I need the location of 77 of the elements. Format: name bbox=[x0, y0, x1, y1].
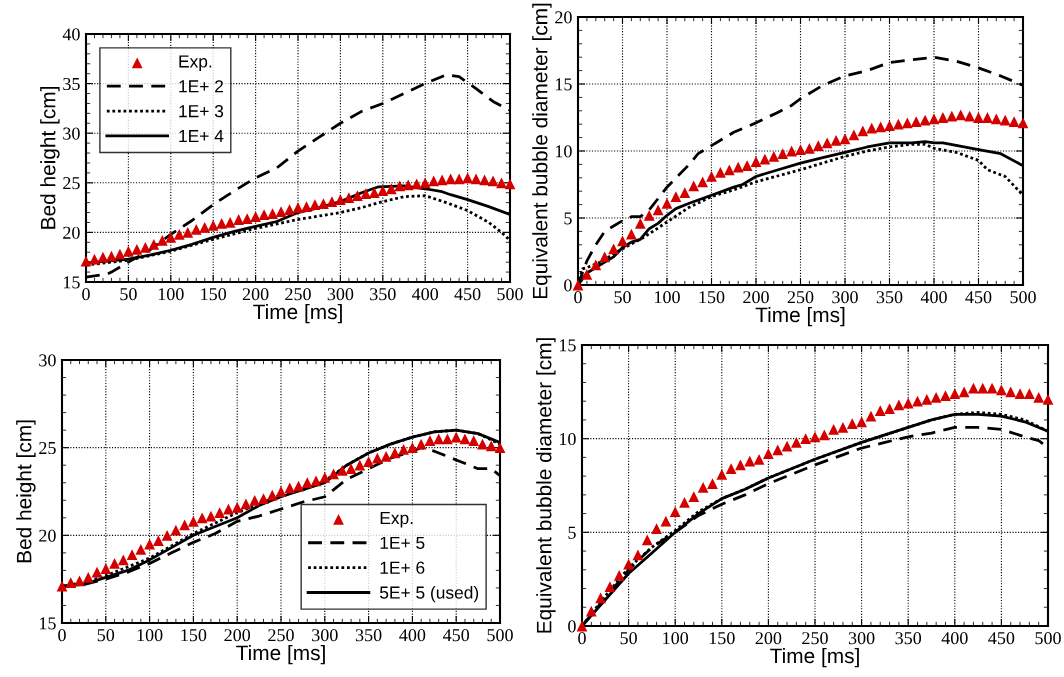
x-tick-label: 250 bbox=[802, 632, 828, 645]
x-tick-label: 250 bbox=[285, 288, 311, 301]
x-tick-label: 350 bbox=[355, 629, 382, 642]
x-tick-label: 400 bbox=[941, 632, 968, 645]
x-tick-label: 50 bbox=[120, 288, 137, 301]
y-axis-title: Equivalent bubble diameter [cm] bbox=[536, 338, 556, 633]
y-axis-title: Bed height [cm] bbox=[16, 420, 36, 563]
y-tick-label: 35 bbox=[63, 77, 80, 91]
legend-label: Exp. bbox=[179, 55, 212, 72]
y-tick-label: 20 bbox=[39, 529, 56, 542]
y-tick-label: 15 bbox=[63, 276, 80, 289]
legend-label: 1E+ 6 bbox=[380, 561, 425, 574]
y-tick-label: 25 bbox=[63, 177, 80, 190]
x-tick-label: 150 bbox=[201, 288, 227, 301]
x-axis-title: Time [ms] bbox=[770, 647, 859, 668]
legend-label: 1E+ 4 bbox=[179, 130, 224, 143]
x-tick-label: 0 bbox=[82, 288, 90, 301]
x-tick-label: 500 bbox=[1010, 291, 1036, 304]
y-tick-label: 0 bbox=[564, 279, 572, 292]
x-tick-label: 100 bbox=[655, 291, 680, 304]
y-axis-title: Equivalent bubble diameter [cm] bbox=[532, 3, 552, 299]
legend-label: Exp. bbox=[380, 512, 413, 528]
x-tick-label: 400 bbox=[920, 291, 947, 304]
x-axis-title: Time [ms] bbox=[236, 644, 325, 665]
x-tick-label: 300 bbox=[327, 288, 354, 301]
x-tick-label: 300 bbox=[312, 629, 338, 642]
x-tick-label: 450 bbox=[965, 291, 992, 304]
y-tick-label: 5 bbox=[568, 526, 576, 539]
x-tick-label: 50 bbox=[620, 632, 637, 645]
x-tick-label: 50 bbox=[614, 291, 631, 304]
legend-label: 5E+ 5 (used) bbox=[379, 585, 479, 603]
y-tick-label: 20 bbox=[555, 11, 572, 24]
y-tick-label: 40 bbox=[62, 28, 80, 41]
x-tick-label: 200 bbox=[743, 291, 769, 304]
y-tick-label: 10 bbox=[555, 145, 572, 158]
y-tick-label: 30 bbox=[39, 354, 56, 367]
y-tick-label: 5 bbox=[564, 212, 572, 225]
x-tick-label: 150 bbox=[699, 291, 725, 304]
x-tick-label: 450 bbox=[988, 632, 1015, 645]
x-tick-label: 0 bbox=[578, 632, 586, 645]
y-tick-label: 10 bbox=[559, 432, 576, 446]
x-tick-label: 350 bbox=[370, 288, 396, 301]
x-tick-label: 450 bbox=[454, 288, 481, 301]
y-tick-label: 0 bbox=[568, 620, 576, 633]
x-tick-label: 300 bbox=[848, 632, 875, 645]
legend-label: 1E+ 2 bbox=[179, 80, 223, 93]
x-tick-label: 100 bbox=[663, 632, 689, 645]
x-tick-label: 200 bbox=[224, 629, 251, 642]
y-tick-label: 30 bbox=[63, 127, 80, 140]
x-tick-label: 50 bbox=[97, 629, 115, 642]
y-tick-label: 20 bbox=[63, 226, 80, 239]
x-tick-label: 200 bbox=[242, 288, 269, 301]
x-tick-label: 500 bbox=[487, 629, 513, 642]
x-tick-label: 350 bbox=[876, 291, 903, 304]
x-tick-label: 400 bbox=[399, 629, 426, 642]
x-tick-label: 450 bbox=[443, 629, 470, 642]
y-tick-label: 25 bbox=[39, 441, 56, 455]
y-tick-label: 15 bbox=[555, 78, 572, 91]
y-axis-title: Bed height [cm] bbox=[40, 87, 60, 229]
x-tick-label: 400 bbox=[412, 288, 439, 301]
x-tick-label: 150 bbox=[709, 632, 735, 645]
x-tick-label: 500 bbox=[1035, 632, 1061, 645]
x-axis-title: Time [ms] bbox=[755, 306, 845, 327]
y-tick-label: 15 bbox=[39, 617, 56, 630]
x-tick-label: 300 bbox=[832, 291, 858, 304]
y-tick-label: 15 bbox=[559, 339, 576, 352]
x-axis-title: Time [ms] bbox=[253, 303, 342, 324]
x-tick-label: 500 bbox=[497, 288, 523, 301]
x-tick-label: 100 bbox=[137, 629, 163, 642]
x-tick-label: 350 bbox=[895, 632, 922, 645]
x-tick-label: 150 bbox=[181, 629, 207, 642]
x-tick-label: 250 bbox=[268, 629, 294, 642]
legend-label: 1E+ 3 bbox=[179, 105, 224, 118]
legend-label: 1E+ 5 bbox=[380, 536, 425, 550]
x-tick-label: 250 bbox=[787, 291, 814, 304]
x-tick-label: 100 bbox=[158, 288, 184, 301]
x-tick-label: 200 bbox=[755, 632, 782, 645]
